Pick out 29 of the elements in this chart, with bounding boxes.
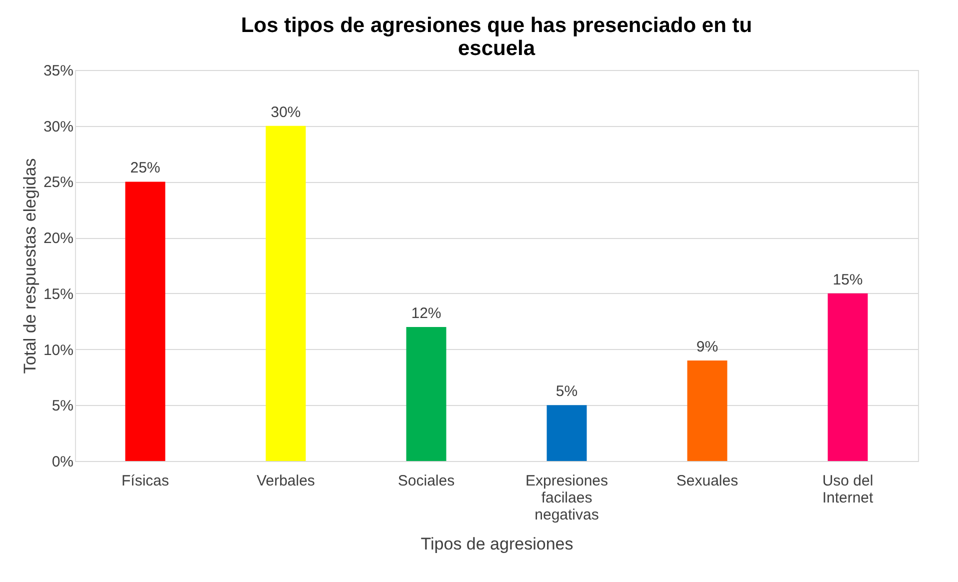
bar xyxy=(406,326,446,461)
data-label: 12% xyxy=(411,304,442,322)
x-tick-label: Físicas xyxy=(121,472,170,490)
bar xyxy=(266,126,306,461)
data-label: 30% xyxy=(270,104,301,121)
bar xyxy=(828,293,868,461)
x-axis-title: Tipos de agresiones xyxy=(420,534,574,554)
x-tick-label: Sociales xyxy=(398,472,455,490)
y-axis-title: Total de respuestas elegidas xyxy=(20,158,40,374)
y-tick-label: 0% xyxy=(52,454,74,470)
bar xyxy=(125,182,166,461)
y-tick-label: 30% xyxy=(43,118,74,136)
data-label: 25% xyxy=(130,160,160,177)
y-tick-label: 5% xyxy=(52,398,74,415)
bar xyxy=(546,405,587,461)
x-tick-label: Sexuales xyxy=(676,472,738,490)
chart-title: Los tipos de agresiones que has presenciado en tu escuela xyxy=(240,14,752,60)
y-tick-label: 10% xyxy=(43,342,74,359)
x-tick-label: Expresiones facilaes negativas xyxy=(525,472,608,524)
y-tick-label: 15% xyxy=(43,286,74,303)
data-label: 15% xyxy=(832,271,863,288)
bar xyxy=(687,360,728,461)
y-tick-label: 25% xyxy=(43,174,74,192)
x-tick-label: Uso del Internet xyxy=(822,472,874,506)
data-label: 5% xyxy=(556,383,578,400)
y-tick-label: 35% xyxy=(43,62,74,80)
y-tick-label: 20% xyxy=(43,230,74,248)
data-label: 9% xyxy=(696,338,718,356)
x-tick-label: Verbales xyxy=(256,472,315,490)
